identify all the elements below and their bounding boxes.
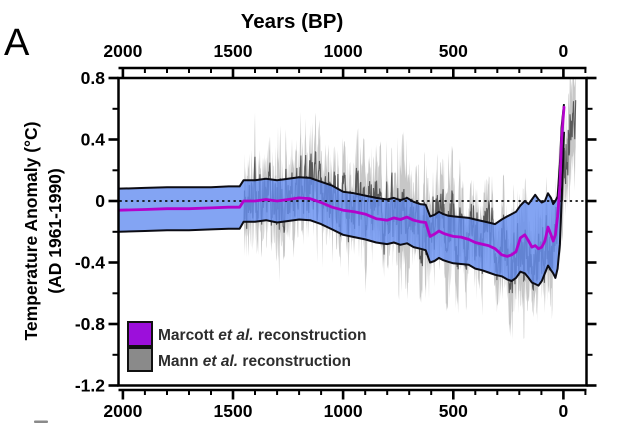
x-tick-label-bottom: 1500 [214,401,253,421]
x-tick-label-top: 500 [439,41,468,61]
x-tick-label-bottom: 500 [439,401,468,421]
partial-next-panel-label [34,420,48,423]
legend-label-marcott: Marcott et al. reconstruction [158,327,366,344]
legend-label-mann-post: reconstruction [238,353,351,370]
plot-area [119,78,586,340]
legend-swatch-marcott [127,321,153,347]
marcott-uncertainty-band [119,104,564,286]
axes: 2000 1500 1000 500 0 2000 1500 1000 500 0 0.8 0.4 0 -… [75,41,597,421]
y-tick-label: 0 [95,191,105,211]
legend-label-marcott-pre: Marcott [158,327,218,344]
x-axis-bottom: 2000 1500 1000 500 0 [103,388,587,421]
x-axis-top: 2000 1500 1000 500 0 [103,41,587,78]
legend: Marcott et al. reconstruction Mann et al… [127,321,366,372]
x-tick-label-top: 1500 [214,41,253,61]
legend-label-mann-pre: Mann [158,353,203,370]
x-tick-label-top: 1000 [324,41,363,61]
y-axis-left: 0.8 0.4 0 -0.4 -0.8 -1.2 [75,68,119,396]
y-tick-label: -0.4 [75,253,105,273]
y-axis-title-line2: (AD 1961-1990) [45,168,65,293]
y-axis-title-line1: Temperature Anomaly (°C) [21,122,41,341]
legend-label-marcott-etal: et al. [218,327,253,344]
legend-swatch-mann [127,347,153,372]
x-tick-label-bottom: 2000 [103,401,142,421]
y-tick-label: 0.8 [81,68,106,88]
x-tick-label-bottom: 1000 [324,401,363,421]
x-tick-label-bottom: 0 [559,401,569,421]
marcott-series-line [119,105,566,258]
marcott-band-upper-edge [119,103,565,226]
chart-title: Years (BP) [241,10,344,33]
panel-label: A [4,22,30,64]
y-tick-label: -1.2 [75,376,105,396]
legend-label-mann-etal: et al. [203,353,238,370]
x-tick-label-top: 0 [559,41,569,61]
marcott-band-lower-edge [119,131,565,287]
y-axis-right [586,76,597,387]
y-tick-label: 0.4 [81,130,106,150]
legend-label-mann: Mann et al. reconstruction [158,353,351,370]
x-tick-label-top: 2000 [103,41,142,61]
y-tick-label: -0.8 [75,314,105,334]
legend-label-marcott-post: reconstruction [254,327,367,344]
